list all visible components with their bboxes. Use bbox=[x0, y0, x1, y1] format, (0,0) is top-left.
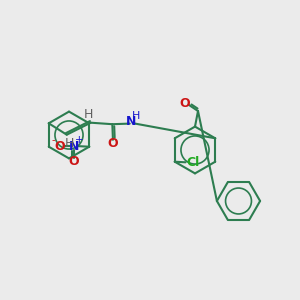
Text: H: H bbox=[65, 136, 74, 150]
Text: -: - bbox=[51, 135, 55, 145]
Text: +: + bbox=[75, 134, 84, 145]
Text: H: H bbox=[132, 111, 140, 121]
Text: N: N bbox=[68, 140, 79, 153]
Text: O: O bbox=[179, 97, 190, 110]
Text: N: N bbox=[126, 115, 137, 128]
Text: Cl: Cl bbox=[186, 156, 200, 169]
Text: H: H bbox=[84, 108, 93, 121]
Text: O: O bbox=[68, 155, 79, 168]
Text: O: O bbox=[108, 137, 118, 150]
Text: O: O bbox=[54, 140, 64, 153]
